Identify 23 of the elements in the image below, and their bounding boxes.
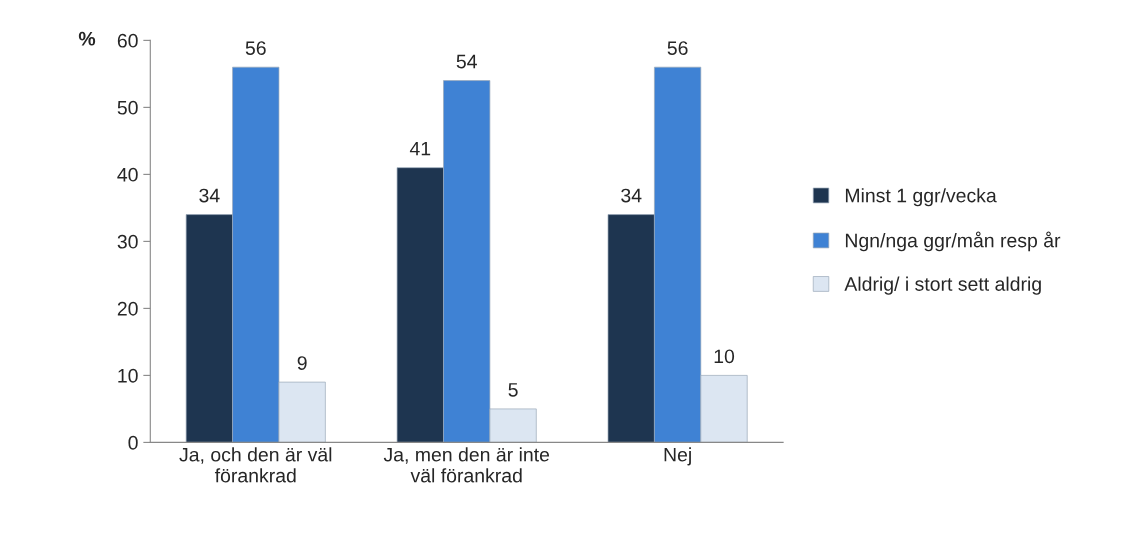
data-label: 10	[714, 349, 735, 364]
y-axis-title: %	[78, 31, 96, 46]
y-tick-label: 0	[128, 435, 138, 450]
x-tick-label: Ja, och den är väl förankrad	[179, 447, 332, 483]
x-tick-label: Ja, men den är inte väl förankrad	[383, 447, 550, 483]
y-tick-label: 30	[117, 234, 138, 249]
y-tick-label: 50	[117, 100, 138, 115]
y-tick-label: 10	[118, 368, 138, 383]
legend-label: Minst 1 ggr/vecka	[845, 188, 997, 207]
y-tick-label: 60	[117, 33, 138, 48]
data-label: 5	[508, 383, 518, 397]
y-tick-label: 20	[117, 301, 138, 316]
data-label: 9	[297, 356, 307, 370]
data-label: 34	[621, 188, 642, 203]
legend-label: Ngn/nga ggr/mån resp år	[845, 231, 1061, 252]
data-label: 56	[245, 41, 266, 55]
data-label: 54	[456, 54, 477, 69]
x-tick-label: Nej	[664, 447, 691, 466]
data-label: 34	[199, 188, 220, 203]
legend-label: Aldrig/ i stort sett aldrig	[844, 276, 1041, 295]
data-label: 56	[667, 41, 688, 55]
y-tick-label: 40	[117, 167, 138, 182]
data-label: 41	[409, 141, 431, 156]
